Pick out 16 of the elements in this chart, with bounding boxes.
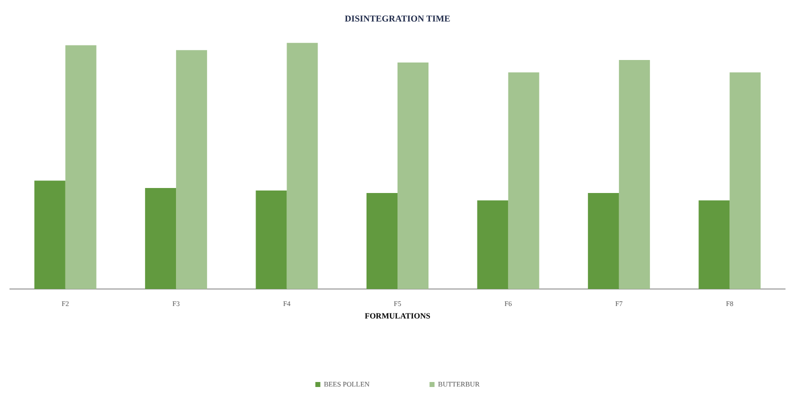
- bar: [477, 200, 508, 289]
- bar: [398, 62, 428, 289]
- bar: [256, 190, 287, 289]
- chart-title: DISINTEGRATION TIME: [344, 14, 450, 24]
- bar: [286, 42, 318, 289]
- bar: [698, 200, 730, 289]
- bar: [366, 192, 398, 289]
- bar: [145, 188, 176, 289]
- bar: [65, 45, 96, 289]
- bar: [508, 72, 540, 289]
- bar: [34, 180, 66, 289]
- bar: [176, 50, 208, 289]
- x-axis-title: FORMULATIONS: [364, 311, 431, 320]
- bar: [618, 60, 650, 289]
- bar: [730, 72, 761, 289]
- bar: [588, 192, 619, 289]
